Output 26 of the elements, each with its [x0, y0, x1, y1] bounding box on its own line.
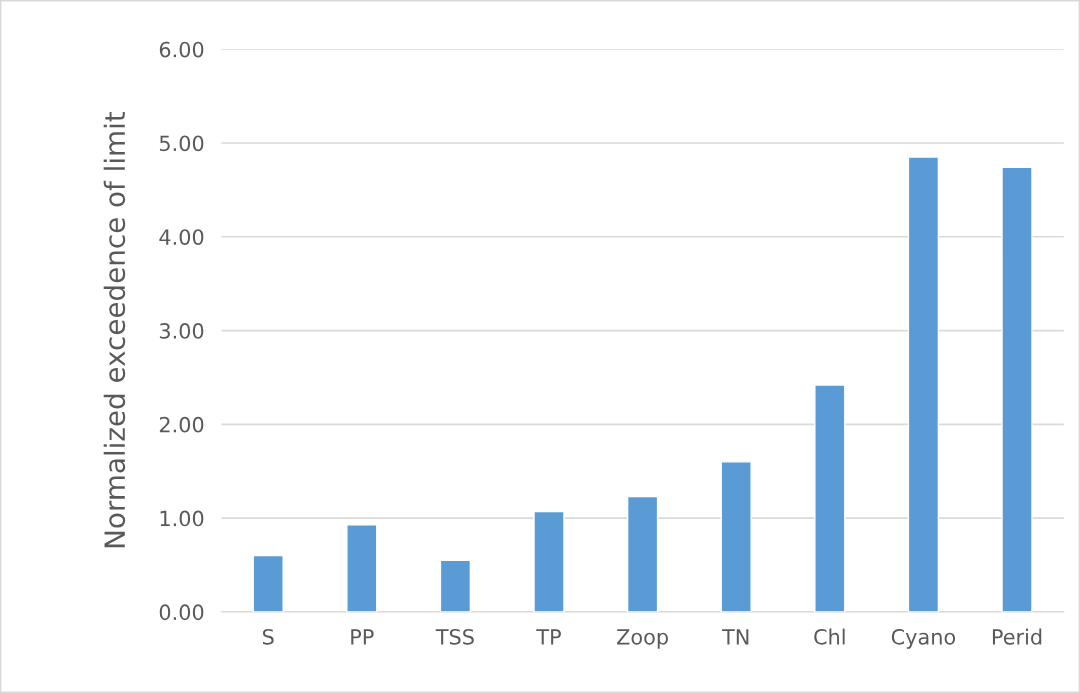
bar	[814, 384, 846, 612]
x-tick-label: TP	[536, 629, 561, 645]
bar	[533, 510, 565, 612]
x-tick-label: TSS	[435, 628, 474, 645]
x-tick-label: Chl	[814, 628, 845, 645]
x-tick-label: Cyano	[891, 628, 956, 649]
bar	[439, 559, 472, 612]
x-tick-label: TN	[721, 629, 749, 645]
x-tick-label: Perid	[992, 628, 1042, 645]
y-axis-title: Normalized exceedence of limit	[103, 111, 126, 548]
x-tick-label: PP	[351, 629, 374, 645]
x-tick-label: S	[262, 628, 274, 645]
bar	[252, 554, 284, 612]
y-tick-label: 1.00	[160, 510, 204, 527]
y-tick-label: 5.00	[159, 135, 204, 152]
bar	[346, 524, 378, 612]
y-tick-label: 6.00	[159, 41, 204, 58]
y-tick-label: 3.00	[159, 323, 204, 339]
bar	[907, 156, 940, 612]
y-tick-label: 4.00	[159, 229, 204, 245]
bar	[1001, 166, 1033, 612]
x-tick-label: Zoop	[617, 629, 668, 649]
y-tick-label: 0.00	[159, 604, 204, 621]
y-tick-label: 2.00	[159, 416, 204, 433]
bar	[626, 495, 659, 612]
bar	[720, 461, 752, 612]
